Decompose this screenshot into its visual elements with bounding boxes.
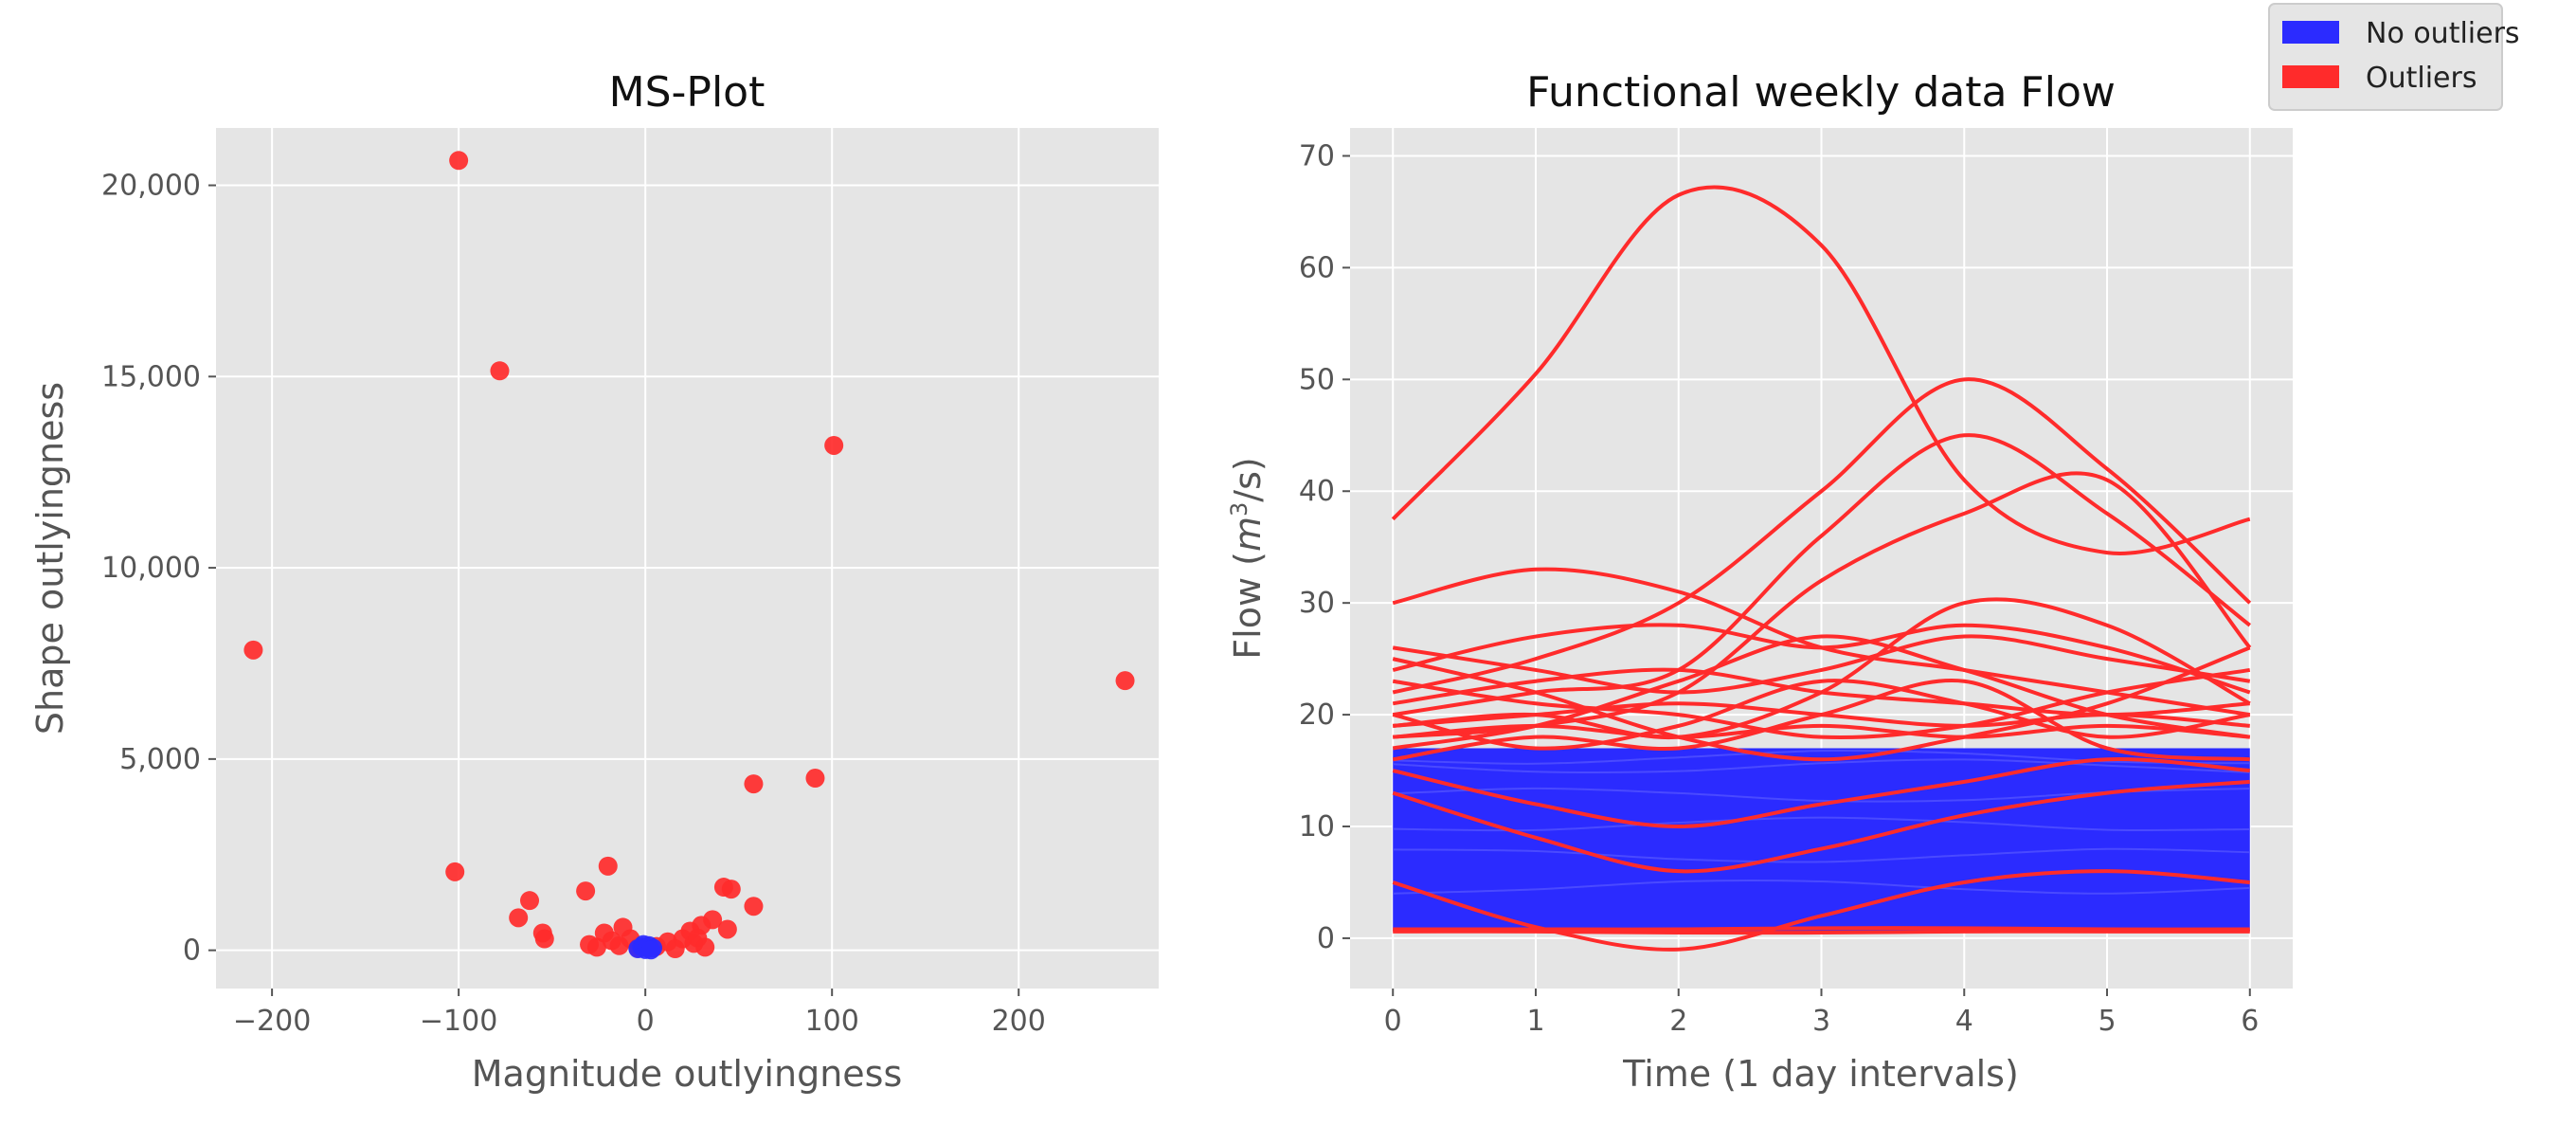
ms-plot-x-tick-label: −100 [420,1005,497,1038]
ms-plot-x-tick-label: 200 [992,1005,1046,1038]
ms-plot-plot-area [216,128,1159,989]
outlier-point [509,908,529,928]
ms-plot-y-tick-label: 10,000 [101,552,201,585]
flow-y-axis-label-prefix: Flow ( [1227,552,1269,660]
outlier-curve [1392,623,2251,695]
flow-x-axis-label: Time (1 day intervals) [1622,1053,2019,1095]
outlier-curve [1392,757,2250,829]
flow-x-tick-label: 1 [1526,1005,1544,1038]
flow-x-tick-label: 3 [1812,1005,1830,1038]
no-outlier-curve [1393,758,2250,774]
ms-plot-title: MS-Plot [609,68,766,117]
flow-y-tick-label: 40 [1299,475,1335,508]
no-outlier-curve [1393,750,2250,765]
flow-x-tick-label: 0 [1384,1005,1402,1038]
flow-y-axis-label-exponent: 3 [1226,502,1252,517]
outlier-point [717,919,737,939]
ms-plot-panel: −200 −100 0 100 20005,00010,00015,00020,000 … [29,68,1159,1095]
flow-y-axis-label: Flow (m3/s) [1226,457,1269,659]
outlier-point [243,640,263,660]
flow-y-tick-label: 60 [1299,251,1335,284]
outlier-curve [1392,679,2251,751]
ms-plot-gridlines [216,128,1159,989]
no-outlier-curve [1393,847,2250,863]
outlier-point [1115,671,1135,691]
legend-swatch-outliers [2282,65,2339,88]
outlier-point [490,361,510,381]
outlier-curve [1392,678,2250,762]
flow-x-tick-label: 4 [1955,1005,1973,1038]
outlier-curve [1392,667,2251,740]
flow-y-tick-label: 30 [1299,587,1335,620]
outlier-curve [1392,869,2250,952]
ms-plot-y-axis-label: Shape outlyingness [29,382,71,735]
ms-plot-x-tick-label: 0 [637,1005,655,1038]
outlier-curve [1393,929,2250,935]
flow-x-tick-label: 6 [2241,1005,2259,1038]
outlier-point [744,897,764,916]
flow-y-axis-label-unit: m [1227,517,1269,552]
outlier-point [695,937,715,957]
legend: No outliers Outliers [2268,3,2520,111]
legend-label-no-outliers: No outliers [2366,17,2520,50]
outlier-curve [1392,779,2250,874]
ms-plot-tick-labels: −200 −100 0 100 200 0 5,000 10,000 15,000 20,000 [101,170,1046,1038]
outlier-point [721,880,741,899]
outlier-curve [1392,645,2251,762]
outlier-point [534,929,554,949]
outlier-point [520,891,540,911]
outlier-point [744,774,764,794]
flow-title: Functional weekly data Flow [1526,68,2116,117]
ms-plot-x-tick-label: 100 [805,1005,859,1038]
flow-y-tick-label: 10 [1299,810,1335,844]
ms-plot-x-axis-label: Magnitude outlyingness [472,1053,903,1095]
flow-y-tick-label: 50 [1299,363,1335,396]
no-outliers-band [1393,748,2250,932]
legend-swatch-no-outliers [2282,21,2339,44]
no-outlier-curve [1393,816,2250,832]
flow-x-tick-label: 2 [1669,1005,1687,1038]
outlier-curve [1392,634,2251,751]
flow-y-axis-label-suffix: /s) [1227,457,1269,501]
ms-plot-y-tick-label: 5,000 [119,743,201,776]
outlier-point [598,856,618,876]
outlier-point [576,881,596,901]
outlier-curve [1393,926,2250,932]
ms-plot-x-tick-label: −200 [233,1005,311,1038]
outlier-point [445,862,465,881]
flow-y-tick-label: 0 [1317,922,1335,955]
no-outlier-curve [1393,880,2250,895]
ms-plot-points [243,151,1135,960]
flow-x-tick-label: 5 [2098,1005,2116,1038]
outlier-point [449,151,469,171]
outlier-point [586,937,606,957]
no-outlier-point [641,940,661,960]
flow-y-tick-label: 70 [1299,139,1335,172]
ms-plot-y-tick-label: 15,000 [101,360,201,393]
outlier-curve [1392,634,2251,695]
outlier-curve [1391,185,2251,555]
legend-label-outliers: Outliers [2366,62,2477,95]
outlier-curve [1392,377,2252,695]
flow-curves [1391,185,2252,952]
flow-y-tick-label: 20 [1299,699,1335,732]
outlier-point [805,769,825,789]
outlier-curve [1393,597,2251,740]
ms-plot-y-tick-label: 20,000 [101,170,201,203]
ms-plot-y-tick-label: 0 [183,934,201,968]
outlier-point [824,435,844,455]
